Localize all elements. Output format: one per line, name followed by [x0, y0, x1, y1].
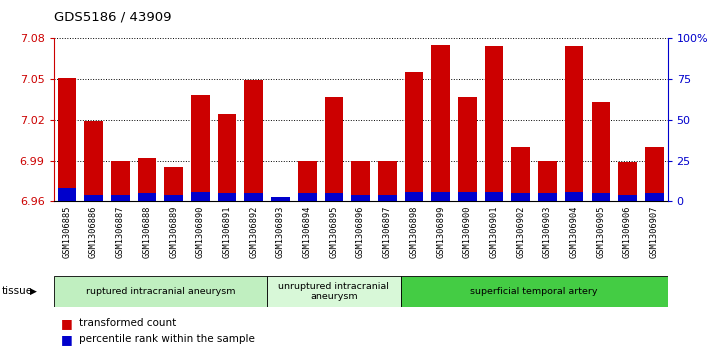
Bar [431, 45, 450, 201]
Bar [378, 195, 396, 201]
Bar [191, 95, 210, 201]
Bar [591, 102, 610, 201]
Bar [591, 193, 610, 201]
Text: GSM1306905: GSM1306905 [596, 205, 605, 258]
Bar [645, 147, 663, 201]
Bar [565, 46, 583, 201]
Text: ■: ■ [61, 317, 72, 330]
Text: tissue: tissue [1, 286, 33, 296]
Bar [511, 147, 530, 201]
Bar [351, 160, 370, 201]
Bar [271, 197, 290, 201]
Text: GSM1306902: GSM1306902 [516, 205, 526, 258]
Bar [58, 188, 76, 201]
Bar [538, 160, 557, 201]
Text: GSM1306885: GSM1306885 [62, 205, 71, 258]
Text: GSM1306901: GSM1306901 [490, 205, 498, 258]
Text: ruptured intracranial aneurysm: ruptured intracranial aneurysm [86, 287, 235, 296]
Bar [565, 192, 583, 201]
Bar [401, 276, 668, 307]
Text: GSM1306907: GSM1306907 [650, 205, 659, 258]
Bar [458, 97, 477, 201]
Text: GSM1306898: GSM1306898 [409, 205, 418, 258]
Bar [325, 193, 343, 201]
Text: GSM1306890: GSM1306890 [196, 205, 205, 258]
Text: GSM1306895: GSM1306895 [329, 205, 338, 258]
Bar [164, 167, 183, 201]
Text: unruptured intracranial
aneurysm: unruptured intracranial aneurysm [278, 282, 389, 301]
Bar [54, 276, 267, 307]
Text: GSM1306900: GSM1306900 [463, 205, 472, 258]
Text: superficial temporal artery: superficial temporal artery [471, 287, 598, 296]
Bar [84, 195, 103, 201]
Bar [191, 192, 210, 201]
Text: ■: ■ [61, 333, 72, 346]
Bar [84, 121, 103, 201]
Bar [618, 195, 637, 201]
Bar [244, 193, 263, 201]
Text: transformed count: transformed count [79, 318, 176, 328]
Bar [164, 195, 183, 201]
Bar [218, 193, 236, 201]
Bar [138, 158, 156, 201]
Text: GSM1306896: GSM1306896 [356, 205, 365, 258]
Bar [538, 193, 557, 201]
Bar [405, 192, 423, 201]
Bar [138, 193, 156, 201]
Text: GSM1306889: GSM1306889 [169, 205, 178, 258]
Text: GSM1306894: GSM1306894 [303, 205, 312, 258]
Bar [218, 114, 236, 201]
Bar [267, 276, 401, 307]
Bar [458, 192, 477, 201]
Bar [511, 193, 530, 201]
Text: GSM1306891: GSM1306891 [223, 205, 231, 258]
Bar [431, 192, 450, 201]
Text: ▶: ▶ [30, 287, 37, 296]
Text: GSM1306892: GSM1306892 [249, 205, 258, 258]
Bar [485, 192, 503, 201]
Text: GSM1306906: GSM1306906 [623, 205, 632, 258]
Bar [325, 97, 343, 201]
Text: GSM1306899: GSM1306899 [436, 205, 445, 258]
Bar [298, 193, 316, 201]
Bar [378, 160, 396, 201]
Bar [351, 195, 370, 201]
Text: GSM1306904: GSM1306904 [570, 205, 578, 258]
Text: GSM1306897: GSM1306897 [383, 205, 392, 258]
Bar [645, 193, 663, 201]
Bar [405, 72, 423, 201]
Text: percentile rank within the sample: percentile rank within the sample [79, 334, 254, 344]
Text: GSM1306887: GSM1306887 [116, 205, 125, 258]
Bar [244, 80, 263, 201]
Bar [58, 78, 76, 201]
Bar [111, 160, 130, 201]
Text: GSM1306903: GSM1306903 [543, 205, 552, 258]
Text: GSM1306888: GSM1306888 [143, 205, 151, 258]
Bar [111, 195, 130, 201]
Text: GSM1306893: GSM1306893 [276, 205, 285, 258]
Text: GDS5186 / 43909: GDS5186 / 43909 [54, 11, 171, 24]
Text: GSM1306886: GSM1306886 [89, 205, 98, 258]
Bar [485, 46, 503, 201]
Bar [298, 160, 316, 201]
Bar [271, 197, 290, 201]
Bar [618, 162, 637, 201]
